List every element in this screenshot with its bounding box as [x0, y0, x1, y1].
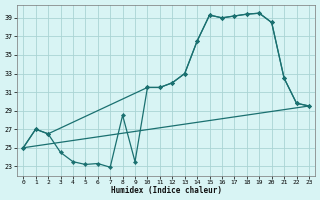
X-axis label: Humidex (Indice chaleur): Humidex (Indice chaleur) — [111, 186, 221, 195]
